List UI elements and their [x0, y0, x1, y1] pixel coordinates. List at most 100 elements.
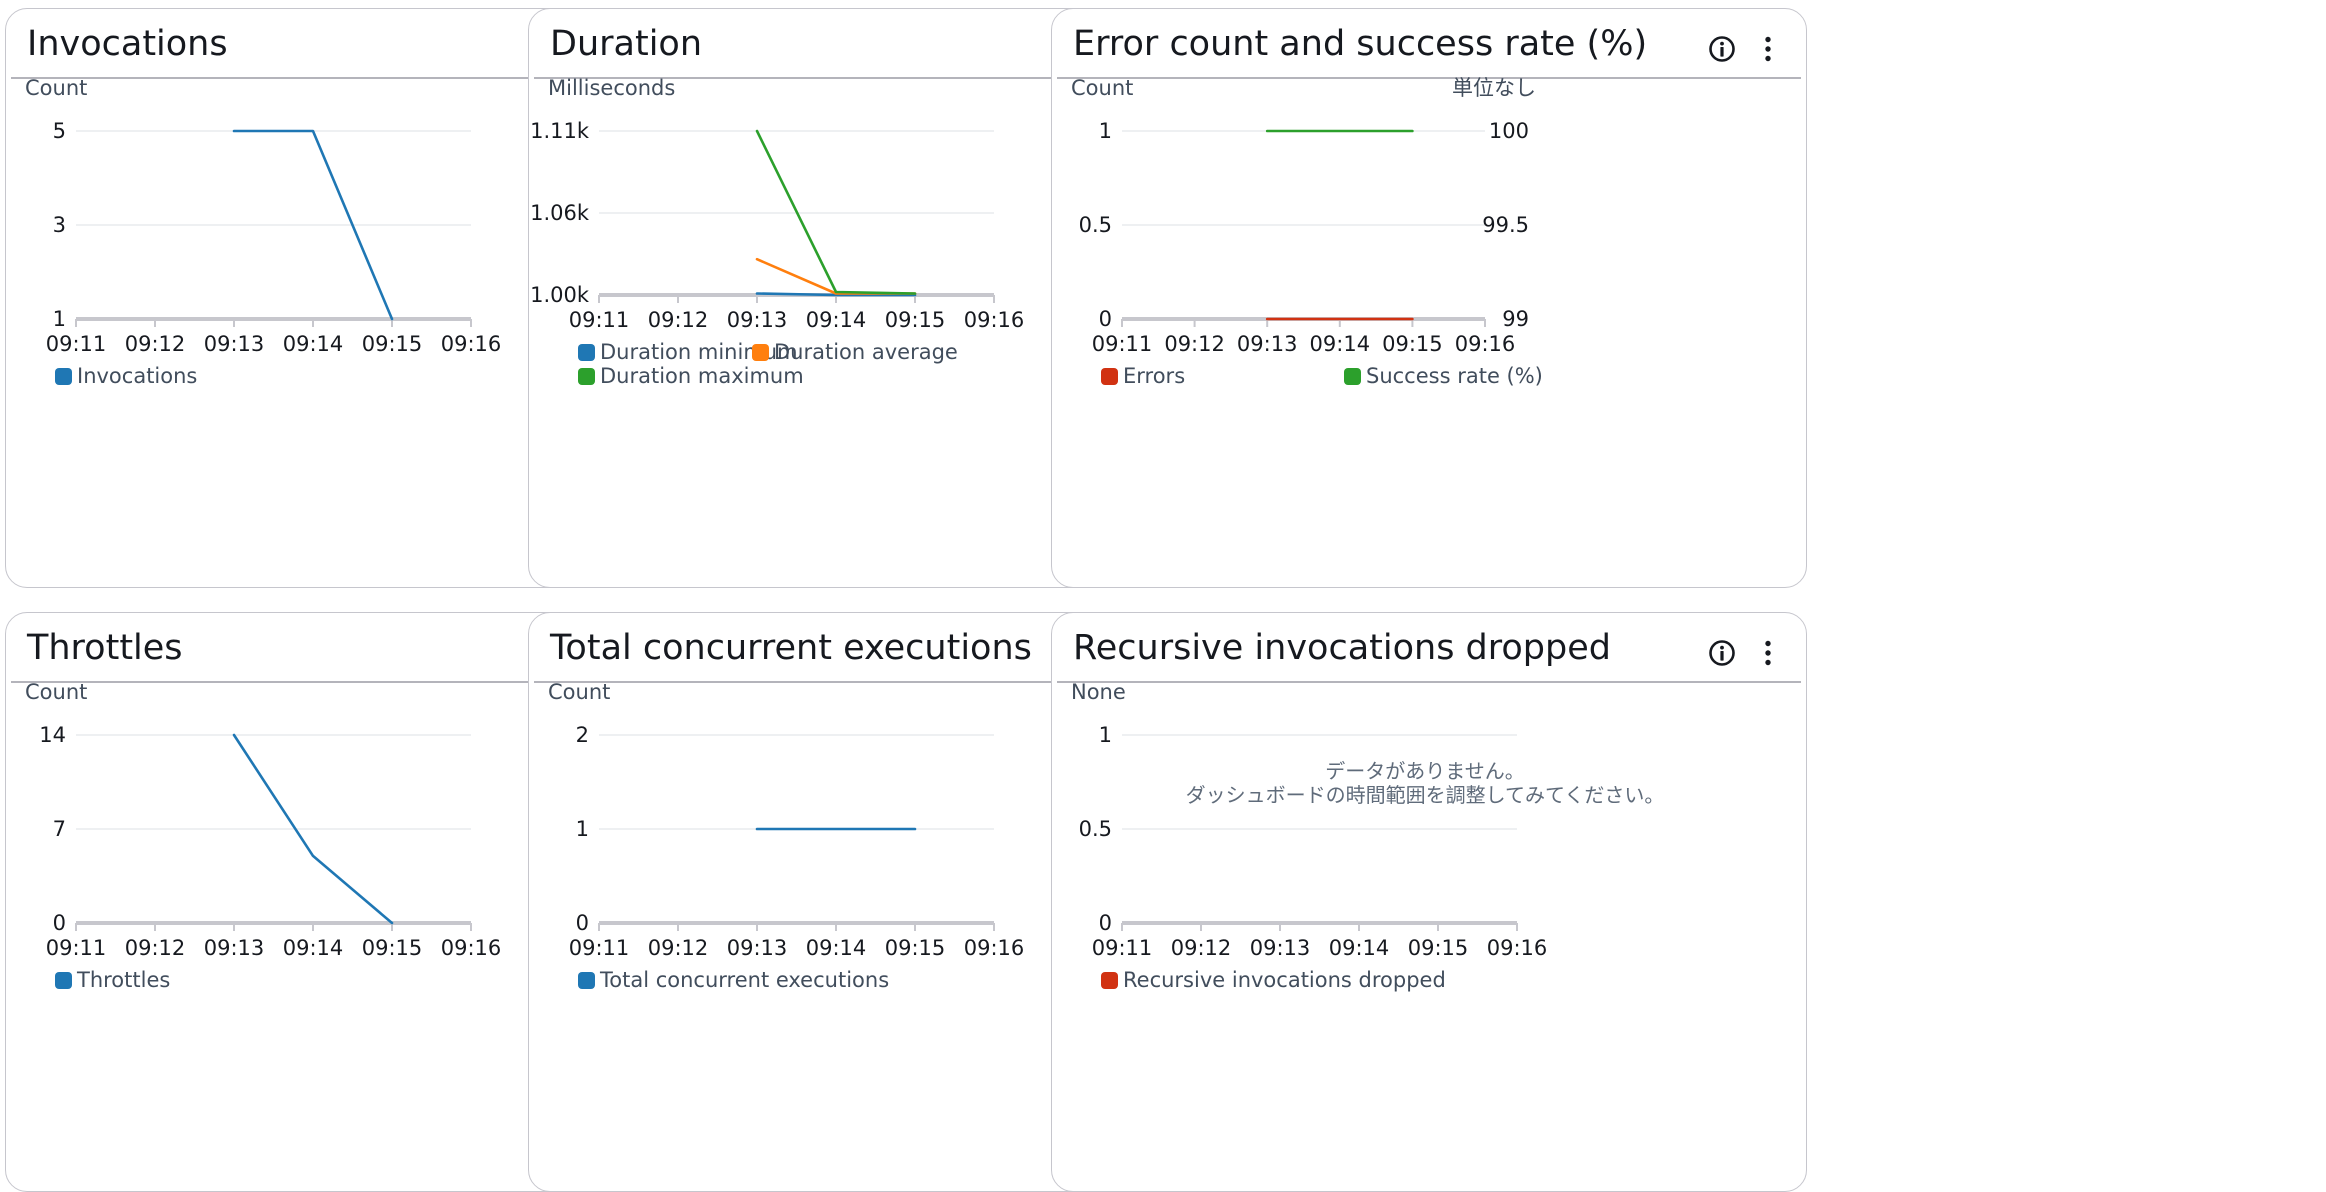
- y-tick-label: 0.5: [1079, 213, 1112, 237]
- legend-label: Errors: [1123, 364, 1185, 388]
- x-tick-label: 09:14: [283, 332, 344, 356]
- x-tick-label: 09:12: [125, 332, 186, 356]
- x-tick-label: 09:14: [1310, 332, 1371, 356]
- empty-state-message: ダッシュボードの時間範囲を調整してみてください。: [1186, 783, 1665, 807]
- widget-title: Error count and success rate (%): [1073, 24, 1648, 64]
- x-tick-label: 09:16: [1455, 332, 1516, 356]
- y-tick-label: 1: [1099, 723, 1112, 747]
- y-axis-label: Count: [1071, 76, 1133, 100]
- right-axis-label: 単位なし: [1452, 76, 1536, 100]
- series-line-duration-minimum[interactable]: [755, 292, 917, 297]
- widget-header: Error count and success rate (%): [1052, 9, 1806, 77]
- y-tick-label: 0: [1099, 911, 1112, 935]
- x-tick-label: 09:11: [46, 332, 107, 356]
- y-axis-label: Count: [25, 76, 87, 100]
- more-actions-icon[interactable]: [1754, 639, 1782, 667]
- x-tick-label: 09:11: [569, 936, 630, 960]
- chart-area: None 1 0.5 009:11 09:12 09:13 09:14 09:15 09:16 デ…: [1071, 680, 1665, 992]
- chart-area: Count 2 1 009:11 09:12 09:13 09:14 09:15 09:16 To…: [548, 680, 1025, 992]
- chart-area: Count 単位なし 1 0.5 0 100 99.5 99 09:11 09:12 09:13 09…: [1071, 76, 1543, 388]
- x-tick-label: 09:13: [204, 332, 265, 356]
- y-tick-label: 0: [576, 911, 589, 935]
- y-tick-label: 5: [53, 119, 66, 143]
- y-tick-label: 0: [1099, 307, 1112, 331]
- x-tick-label: 09:16: [441, 332, 502, 356]
- x-tick-label: 09:15: [1408, 936, 1469, 960]
- y-tick-label: 1: [1099, 119, 1112, 143]
- chart-area: Count 14 7 009:11 09:12 09:13 09:14 09:15 09:16 T…: [25, 680, 501, 992]
- x-tick-label: 09:12: [648, 936, 709, 960]
- legend-swatch: [1101, 972, 1118, 989]
- right-y-tick-label: 99: [1502, 307, 1529, 331]
- x-tick-label: 09:11: [1092, 332, 1153, 356]
- legend-label: Throttles: [76, 968, 170, 992]
- x-tick-label: 09:12: [648, 308, 709, 332]
- y-tick-label: 14: [39, 723, 66, 747]
- x-tick-label: 09:15: [362, 332, 423, 356]
- y-tick-label: 1: [576, 817, 589, 841]
- y-axis-label: Milliseconds: [548, 76, 675, 100]
- x-tick-label: 09:12: [125, 936, 186, 960]
- x-tick-label: 09:15: [1382, 332, 1443, 356]
- legend-item-total-concurrent-executions[interactable]: Total concurrent executions: [578, 968, 889, 992]
- y-tick-label: 7: [53, 817, 66, 841]
- header-divider: [534, 77, 1278, 79]
- legend-swatch: [578, 972, 595, 989]
- x-tick-label: 09:13: [204, 936, 265, 960]
- x-tick-label: 09:15: [885, 936, 946, 960]
- widget-title: Duration: [550, 24, 703, 64]
- series-line-invocations[interactable]: [232, 129, 394, 321]
- legend-swatch: [752, 344, 769, 361]
- legend-item-recursive-invocations-dropped[interactable]: Recursive invocations dropped: [1101, 968, 1446, 992]
- legend-label: Recursive invocations dropped: [1123, 968, 1446, 992]
- x-tick-label: 09:14: [283, 936, 344, 960]
- y-tick-label: 0.5: [1079, 817, 1112, 841]
- x-tick-label: 09:11: [569, 308, 630, 332]
- legend-swatch: [1101, 368, 1118, 385]
- y-axis-label: Count: [548, 680, 610, 704]
- info-icon[interactable]: [1708, 35, 1736, 63]
- header-divider: [11, 681, 755, 683]
- header-divider: [11, 77, 755, 79]
- series-line-throttles[interactable]: [232, 733, 394, 925]
- y-tick-label: 1.11k: [530, 119, 590, 143]
- header-divider: [1057, 77, 1801, 79]
- legend-label: Duration average: [774, 340, 958, 364]
- empty-state-message: データがありません。: [1325, 759, 1524, 783]
- y-tick-label: 1.06k: [530, 201, 590, 225]
- x-tick-label: 09:16: [1487, 936, 1548, 960]
- right-y-tick-label: 99.5: [1482, 213, 1529, 237]
- x-tick-label: 09:13: [1237, 332, 1298, 356]
- legend-swatch: [1344, 368, 1361, 385]
- info-icon[interactable]: [1708, 639, 1736, 667]
- legend-item-throttles[interactable]: Throttles: [55, 968, 170, 992]
- legend-item-duration-average[interactable]: Duration average: [752, 340, 958, 364]
- widget-title: Total concurrent executions: [550, 628, 1032, 668]
- series-line-duration-maximum[interactable]: [755, 129, 917, 295]
- widget-title: Invocations: [27, 24, 228, 64]
- x-tick-label: 09:13: [727, 936, 788, 960]
- legend-item-duration-maximum[interactable]: Duration maximum: [578, 364, 804, 388]
- legend-swatch: [55, 972, 72, 989]
- more-actions-icon[interactable]: [1754, 35, 1782, 63]
- x-tick-label: 09:14: [806, 308, 867, 332]
- legend-item-errors[interactable]: Errors: [1101, 364, 1185, 388]
- y-tick-label: 2: [576, 723, 589, 747]
- x-tick-label: 09:13: [727, 308, 788, 332]
- legend-item-success-rate[interactable]: Success rate (%): [1344, 364, 1543, 388]
- x-tick-label: 09:12: [1164, 332, 1225, 356]
- legend-label: Invocations: [77, 364, 197, 388]
- legend-item-invocations[interactable]: Invocations: [55, 364, 197, 388]
- x-tick-label: 09:16: [964, 936, 1025, 960]
- x-tick-label: 09:13: [1250, 936, 1311, 960]
- x-tick-label: 09:12: [1171, 936, 1232, 960]
- legend-swatch: [578, 368, 595, 385]
- series-line-duration-average[interactable]: [755, 257, 917, 295]
- legend-swatch: [578, 344, 595, 361]
- x-tick-label: 09:11: [46, 936, 107, 960]
- y-tick-label: 0: [53, 911, 66, 935]
- right-y-tick-label: 100: [1489, 119, 1529, 143]
- x-tick-label: 09:14: [1329, 936, 1390, 960]
- x-tick-label: 09:15: [885, 308, 946, 332]
